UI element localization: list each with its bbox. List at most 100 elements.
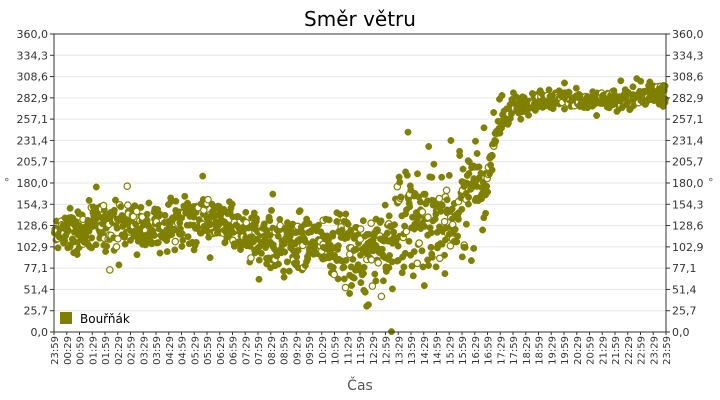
data-point xyxy=(425,262,432,269)
data-point xyxy=(442,186,451,195)
y-axis-label-right: ° xyxy=(708,176,714,189)
data-point xyxy=(561,79,568,87)
y-tick-label-right: 257,1 xyxy=(672,113,704,126)
data-point xyxy=(73,251,81,258)
data-point xyxy=(348,282,356,289)
data-point xyxy=(472,137,479,145)
x-tick-label: 07:59 xyxy=(254,336,265,365)
data-point xyxy=(346,290,354,297)
data-point xyxy=(255,256,263,264)
data-point xyxy=(377,217,385,225)
data-point xyxy=(276,215,284,223)
x-tick-label: 21:29 xyxy=(598,336,609,365)
data-point xyxy=(66,204,74,212)
data-point xyxy=(409,272,417,280)
y-tick-label-left: 51,4 xyxy=(24,283,49,296)
data-point xyxy=(461,243,469,251)
data-point xyxy=(428,173,436,181)
data-point xyxy=(467,257,475,265)
data-point xyxy=(110,206,118,214)
data-point xyxy=(114,235,122,243)
x-tick-label: 20:59 xyxy=(586,336,597,365)
x-tick-label: 18:59 xyxy=(535,336,546,365)
x-tick-label: 20:29 xyxy=(573,336,584,365)
data-point xyxy=(414,170,421,178)
data-point xyxy=(368,282,377,290)
legend: Bouřňák xyxy=(60,312,130,326)
data-point xyxy=(381,201,389,209)
ticks-layer: 0,0 0,0 25,7 25,7 51,4 51,4 77,1 77,1 102,9 102,9… xyxy=(17,28,704,365)
data-point xyxy=(430,160,438,168)
data-point xyxy=(385,212,393,220)
data-point xyxy=(396,178,404,186)
data-point xyxy=(133,251,141,259)
data-point xyxy=(242,208,250,216)
data-point xyxy=(593,112,601,119)
data-point xyxy=(447,137,455,144)
data-point xyxy=(357,251,364,259)
data-point xyxy=(356,225,365,233)
y-tick-label-right: 308,6 xyxy=(672,71,704,84)
data-point xyxy=(442,236,449,244)
x-tick-label: 14:29 xyxy=(420,336,431,365)
data-point xyxy=(266,217,274,225)
data-point xyxy=(454,215,462,223)
data-point xyxy=(435,194,444,203)
data-point xyxy=(629,83,637,91)
data-point xyxy=(483,182,491,190)
data-point xyxy=(385,264,393,272)
data-point xyxy=(473,150,481,157)
data-point xyxy=(572,84,580,92)
data-point xyxy=(61,237,69,245)
data-point xyxy=(371,270,379,278)
data-point xyxy=(228,200,236,208)
data-point xyxy=(379,277,387,285)
data-point xyxy=(350,274,358,282)
data-point xyxy=(479,226,487,234)
data-point xyxy=(334,275,342,283)
data-point xyxy=(151,231,158,239)
x-tick-label: 18:29 xyxy=(522,336,533,365)
data-point xyxy=(421,190,429,198)
data-point xyxy=(143,210,151,218)
data-point xyxy=(342,210,350,218)
data-point xyxy=(484,188,492,196)
data-point xyxy=(458,205,466,213)
data-point xyxy=(480,124,488,132)
data-point xyxy=(334,245,342,253)
data-point xyxy=(397,193,405,201)
x-tick-label: 02:59 xyxy=(127,336,138,365)
data-point xyxy=(199,172,207,180)
data-point xyxy=(391,221,398,229)
data-point xyxy=(400,263,408,271)
data-point xyxy=(178,242,186,250)
data-point xyxy=(355,266,363,274)
data-point xyxy=(54,244,62,252)
data-point xyxy=(394,257,402,264)
x-axis-label: Čas xyxy=(347,376,373,394)
x-tick-label: 14:59 xyxy=(433,336,444,365)
data-point xyxy=(565,88,573,96)
data-point xyxy=(441,251,448,259)
data-point xyxy=(285,267,293,275)
x-tick-label: 23:59 xyxy=(50,336,61,365)
data-point xyxy=(92,183,100,191)
y-tick-label-right: 205,7 xyxy=(672,156,704,169)
data-point xyxy=(253,215,260,222)
y-tick-label-left: 102,9 xyxy=(17,241,49,254)
data-point xyxy=(488,166,496,174)
x-tick-label: 22:59 xyxy=(637,336,648,365)
data-point xyxy=(161,211,169,219)
x-tick-label: 01:29 xyxy=(88,336,99,365)
data-point xyxy=(103,242,111,250)
data-point xyxy=(123,182,132,191)
data-point xyxy=(367,219,375,228)
y-tick-label-left: 128,6 xyxy=(17,220,49,233)
x-tick-label: 09:59 xyxy=(305,336,316,365)
data-point xyxy=(296,207,304,215)
data-point xyxy=(330,270,339,279)
data-point xyxy=(329,264,337,271)
data-point xyxy=(418,208,427,216)
data-point xyxy=(402,227,411,236)
